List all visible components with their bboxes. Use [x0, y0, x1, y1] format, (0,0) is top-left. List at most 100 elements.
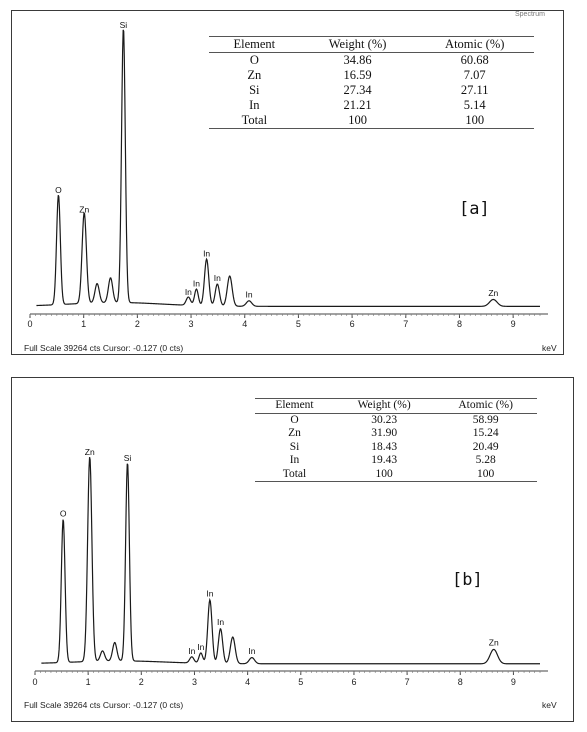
table-header-cell: Atomic (%) [445, 37, 505, 51]
table-cell: 100 [348, 113, 367, 127]
x-tick-label: 3 [192, 677, 197, 687]
table-cell: Total [241, 113, 268, 127]
peak-label-zn: Zn [79, 204, 89, 214]
spectrum-panel-b: 0 1 2 3 4 5 6 7 8 9 O Zn Si In In In In In Zn Element Weigh… [11, 377, 574, 722]
x-tick-label: 7 [405, 677, 410, 687]
table-cell: In [289, 454, 300, 466]
peak-label-in: In [245, 290, 252, 300]
peak-label-in: In [188, 646, 195, 656]
peak-label-in: In [214, 273, 221, 283]
x-tick-label: 8 [458, 677, 463, 687]
table-row: In 19.43 5.28 [255, 454, 537, 468]
table-cell: Zn [288, 427, 301, 439]
table-cell: 58.99 [472, 413, 499, 426]
peak-label-in: In [217, 617, 224, 627]
x-tick-label: 5 [298, 677, 303, 687]
panel-label-a: [a] [459, 199, 490, 219]
x-tick-label: 4 [245, 677, 250, 687]
table-cell: 5.28 [475, 454, 496, 466]
table-header-row: Element Weight (%) Atomic (%) [255, 398, 537, 413]
table-cell: 7.07 [463, 68, 486, 82]
x-tick-label: 6 [351, 677, 356, 687]
table-cell: Total [282, 467, 307, 480]
table-cell: 18.43 [371, 440, 398, 453]
table-cell: 60.68 [460, 53, 489, 67]
table-cell: 20.49 [472, 440, 499, 453]
peak-label-in: In [197, 642, 204, 652]
peak-label-zn: Zn [489, 638, 499, 648]
x-tick-label: 5 [296, 319, 301, 329]
x-tick-label: 0 [27, 319, 32, 329]
table-header-cell: Weight (%) [328, 37, 387, 51]
x-tick-label: 3 [189, 319, 194, 329]
x-tick-label: 2 [135, 319, 140, 329]
table-row: Si 18.43 20.49 [255, 441, 537, 455]
table-row: Zn 31.90 15.24 [255, 427, 537, 441]
spectrum-corner-label: Spectrum [515, 11, 545, 18]
x-tick-label: 6 [350, 319, 355, 329]
table-header-cell: Atomic (%) [458, 399, 513, 411]
table-cell: 31.90 [371, 427, 398, 439]
x-tick-label: 9 [511, 319, 516, 329]
table-cell: 19.43 [371, 454, 398, 466]
composition-table-b: Element Weight (%) Atomic (%) O 30.23 58.99 Z… [255, 398, 537, 482]
table-row: In 21.21 5.14 [209, 98, 534, 113]
panel-label-b: [b] [452, 570, 483, 590]
table-cell: 27.11 [460, 83, 489, 97]
peak-label-zn: Zn [488, 288, 498, 298]
table-cell: O [249, 53, 259, 67]
table-cell: 30.23 [371, 413, 398, 426]
table-cell: 100 [465, 113, 485, 127]
x-tick-label: 1 [81, 319, 86, 329]
table-cell: O [290, 413, 299, 426]
table-row: Si 27.34 27.11 [209, 83, 534, 98]
table-header-cell: Element [233, 37, 276, 51]
table-cell: 21.21 [343, 98, 372, 112]
peak-label-o: O [55, 185, 62, 195]
unit-label-a: keV [542, 343, 557, 353]
x-tick-label: 9 [511, 677, 516, 687]
table-header-cell: Element [275, 399, 314, 411]
x-tick-label: 8 [457, 319, 462, 329]
x-tick-label: 0 [32, 677, 37, 687]
status-bar-a: Full Scale 39264 cts Cursor: -0.127 (0 c… [24, 343, 184, 353]
spectrum-line [41, 457, 540, 665]
table-cell: Si [289, 440, 300, 453]
peak-label-in: In [206, 588, 213, 598]
table-header-cell: Weight (%) [357, 399, 411, 411]
table-cell: 5.14 [463, 98, 486, 112]
table-cell: 27.34 [343, 83, 372, 97]
peak-label-si: Si [120, 20, 128, 30]
table-cell: 34.86 [343, 53, 372, 67]
table-cell: Zn [247, 68, 262, 82]
status-bar-b: Full Scale 39264 cts Cursor: -0.127 (0 c… [24, 700, 184, 710]
peak-label-in: In [248, 646, 255, 656]
peak-label-in: In [193, 279, 200, 289]
x-tick-label: 2 [139, 677, 144, 687]
peak-label-o: O [60, 509, 67, 519]
peak-label-zn: Zn [85, 447, 95, 457]
peak-label-si: Si [124, 453, 132, 463]
table-row: O 30.23 58.99 [255, 413, 537, 427]
unit-label-b: keV [542, 700, 557, 710]
composition-table-a: Element Weight (%) Atomic (%) O 34.86 60.68 Z… [209, 36, 534, 129]
x-tick-label: 1 [86, 677, 91, 687]
spectrum-line [36, 29, 540, 307]
peak-label-in: In [203, 248, 210, 258]
table-cell: 100 [477, 467, 495, 480]
x-tick-label: 7 [403, 319, 408, 329]
x-tick-label: 4 [242, 319, 247, 329]
table-cell: Si [249, 83, 260, 97]
spectrum-panel-a: Spectrum 0 1 2 3 4 5 6 7 8 9 O Zn Si In In In In In Zn Ele… [11, 10, 564, 355]
table-row: Total 100 100 [209, 113, 534, 129]
table-row: O 34.86 60.68 [209, 53, 534, 69]
table-row: Zn 16.59 7.07 [209, 68, 534, 83]
peak-label-in: In [185, 287, 192, 297]
table-cell: 16.59 [343, 68, 372, 82]
table-row: Total 100 100 [255, 468, 537, 482]
table-cell: 100 [375, 467, 393, 480]
table-cell: In [249, 98, 260, 112]
table-header-row: Element Weight (%) Atomic (%) [209, 36, 534, 53]
